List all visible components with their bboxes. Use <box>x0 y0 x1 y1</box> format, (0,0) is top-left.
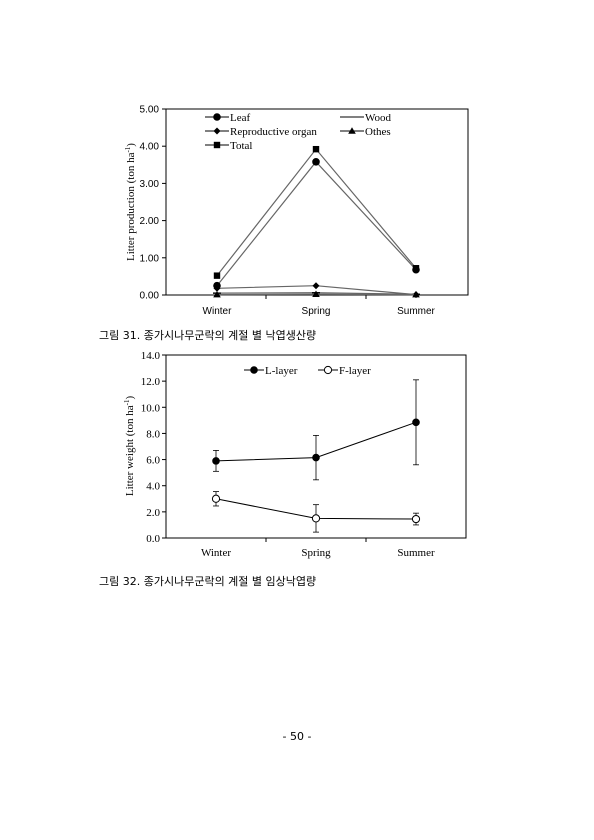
y-tick-label: 4.00 <box>140 142 160 153</box>
series-l-layer <box>212 379 420 481</box>
figure-31-caption: 그림 31. 종가시나무군락의 계절 별 낙엽생산량 <box>99 329 317 342</box>
y-tick-label: 3.00 <box>140 179 160 190</box>
legend-label: Total <box>230 140 252 152</box>
data-point <box>213 284 221 292</box>
legend-label: Leaf <box>230 112 250 124</box>
y-tick-label: 5.00 <box>140 105 160 116</box>
data-point <box>312 145 320 153</box>
data-point <box>211 494 221 503</box>
data-point <box>312 453 320 462</box>
y-tick-label: 0.0 <box>146 533 160 545</box>
series-othes <box>213 290 420 298</box>
legend-marker <box>250 366 258 374</box>
legend-marker <box>213 113 221 121</box>
legend-label: F-layer <box>339 365 371 377</box>
legend-item-total: Total <box>205 140 252 152</box>
data-point <box>212 457 220 465</box>
y-tick-label: 4.0 <box>146 481 160 493</box>
legend-marker <box>213 141 221 149</box>
legend-item-l-layer: L-layer <box>244 365 298 377</box>
litter-production-chart: 0.00 1.00 2.00 3.00 4.00 5.00 Winter Spring Sum… <box>124 105 469 317</box>
x-tick-label: Spring <box>301 547 331 559</box>
series-f-layer <box>211 491 421 533</box>
legend-marker <box>323 365 333 375</box>
data-point <box>312 290 320 298</box>
x-tick-label: Summer <box>397 547 435 559</box>
y-tick-label: 8.0 <box>146 428 160 440</box>
y-tick-label: 0.00 <box>140 291 160 302</box>
x-tick-label: Spring <box>302 306 331 317</box>
legend-label: Wood <box>365 112 392 124</box>
y-tick-label: 6.0 <box>146 455 160 467</box>
data-point <box>412 418 420 427</box>
data-point <box>411 514 421 524</box>
legend-item-reproductive-organ: Reproductive organ <box>205 126 317 138</box>
y-tick-label: 10.0 <box>141 402 161 414</box>
legend-marker <box>348 127 356 134</box>
legend-item-othes: Othes <box>340 126 391 138</box>
legend-item-f-layer: F-layer <box>318 365 371 377</box>
y-axis-label: Litter production (ton ha-1) <box>124 143 137 261</box>
data-point <box>312 282 320 290</box>
data-point <box>312 158 320 166</box>
legend-item-wood: Wood <box>340 112 392 124</box>
data-point <box>213 272 221 279</box>
y-tick-label: 1.00 <box>140 253 160 264</box>
page-number: - 50 - <box>282 730 312 743</box>
figure-32-caption: 그림 32. 종가시나무군락의 계절 별 임상낙엽량 <box>99 575 317 588</box>
series-total <box>213 145 420 279</box>
y-tick-label: 14.0 <box>141 350 161 362</box>
legend-item-leaf: Leaf <box>205 112 250 124</box>
y-tick-label: 12.0 <box>141 376 161 388</box>
y-tick-label: 2.00 <box>140 216 160 227</box>
y-tick-label: 2.0 <box>146 507 160 519</box>
plot-area-frame <box>165 354 467 539</box>
y-axis-label: Litter weight (ton ha-1) <box>123 396 136 497</box>
litter-weight-chart: 0.0 2.0 4.0 6.0 8.0 10.0 12.0 14.0 Winter Spring… <box>123 350 467 559</box>
data-point <box>213 290 221 298</box>
legend-marker <box>213 127 221 135</box>
data-point <box>412 290 420 298</box>
legend-label: Othes <box>365 126 391 138</box>
data-point <box>311 514 321 523</box>
legend-label: Reproductive organ <box>230 126 317 138</box>
x-tick-label: Winter <box>201 547 231 559</box>
x-tick-label: Summer <box>397 306 435 317</box>
x-tick-label: Winter <box>203 306 233 317</box>
legend-label: L-layer <box>265 365 298 377</box>
data-point <box>412 265 420 272</box>
